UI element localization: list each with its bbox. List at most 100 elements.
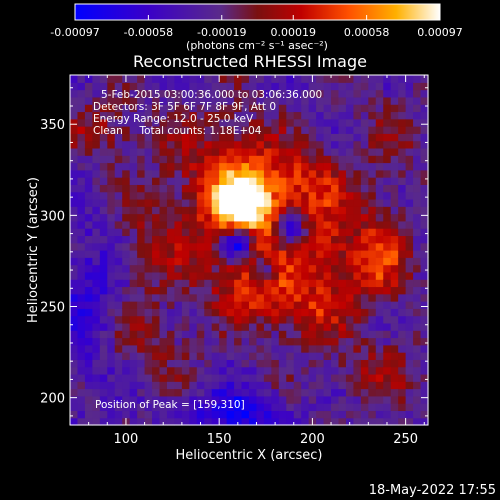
heatmap-cell bbox=[99, 235, 108, 244]
heatmap-cell bbox=[181, 104, 190, 113]
heatmap-cell bbox=[293, 322, 302, 331]
heatmap-cell bbox=[301, 177, 310, 185]
heatmap-cell bbox=[278, 366, 287, 375]
heatmap-cell bbox=[196, 162, 205, 171]
heatmap-cell bbox=[92, 264, 101, 273]
heatmap-cell bbox=[137, 96, 146, 105]
heatmap-cell bbox=[137, 301, 146, 309]
heatmap-cell bbox=[159, 388, 168, 397]
heatmap-cell bbox=[174, 322, 183, 331]
heatmap-cell bbox=[263, 213, 272, 222]
heatmap-cell bbox=[219, 228, 228, 237]
heatmap-cell bbox=[271, 315, 280, 324]
heatmap-cell bbox=[137, 191, 146, 200]
heatmap-cell bbox=[241, 75, 250, 83]
heatmap-cell bbox=[174, 395, 183, 404]
heatmap-cell bbox=[77, 381, 86, 390]
heatmap-cell bbox=[331, 89, 340, 98]
heatmap-cell bbox=[144, 147, 153, 156]
heatmap-cell bbox=[263, 228, 272, 237]
heatmap-cell bbox=[204, 111, 213, 120]
heatmap-cell bbox=[353, 235, 362, 244]
heatmap-cell bbox=[390, 111, 399, 120]
heatmap-cell bbox=[338, 191, 347, 200]
heatmap-cell bbox=[390, 366, 399, 375]
heatmap-cell bbox=[405, 177, 414, 185]
heatmap-cell bbox=[99, 257, 108, 266]
heatmap-cell bbox=[234, 206, 243, 215]
heatmap-cell bbox=[204, 301, 213, 309]
heatmap-cell bbox=[234, 169, 243, 178]
heatmap-cell bbox=[316, 235, 325, 244]
heatmap-cell bbox=[368, 206, 377, 215]
heatmap-cell bbox=[129, 220, 138, 229]
heatmap-cell bbox=[316, 330, 325, 339]
heatmap-cell bbox=[405, 308, 414, 317]
heatmap-cell bbox=[84, 337, 93, 346]
heatmap-cell bbox=[159, 213, 168, 222]
heatmap-cell bbox=[129, 206, 138, 215]
heatmap-cell bbox=[107, 75, 116, 83]
heatmap-cell bbox=[278, 220, 287, 229]
heatmap-cell bbox=[152, 140, 161, 149]
heatmap-cell bbox=[84, 410, 93, 419]
heatmap-cell bbox=[107, 126, 116, 134]
heatmap-cell bbox=[286, 118, 295, 127]
heatmap-cell bbox=[301, 417, 310, 426]
heatmap-cell bbox=[70, 198, 79, 207]
heatmap-cell bbox=[331, 293, 340, 302]
heatmap-cell bbox=[181, 279, 190, 288]
heatmap-cell bbox=[413, 147, 422, 156]
heatmap-image bbox=[70, 75, 429, 426]
colorbar: -0.00097 -0.00058 -0.00019 0.00019 0.00058 0.… bbox=[50, 3, 463, 52]
heatmap-cell bbox=[331, 126, 340, 134]
heatmap-cell bbox=[308, 322, 317, 331]
heatmap-cell bbox=[338, 417, 347, 426]
heatmap-cell bbox=[308, 191, 317, 200]
heatmap-cell bbox=[196, 228, 205, 237]
heatmap-cell bbox=[189, 184, 198, 193]
heatmap-cell bbox=[99, 250, 108, 258]
heatmap-cell bbox=[338, 403, 347, 412]
heatmap-cell bbox=[249, 228, 258, 237]
heatmap-cell bbox=[226, 279, 235, 288]
heatmap-cell bbox=[99, 220, 108, 229]
heatmap-cell bbox=[129, 417, 138, 426]
heatmap-cell bbox=[278, 191, 287, 200]
heatmap-cell bbox=[368, 373, 377, 382]
heatmap-cell bbox=[226, 337, 235, 346]
heatmap-cell bbox=[241, 82, 250, 91]
heatmap-cell bbox=[211, 395, 220, 404]
heatmap-cell bbox=[152, 177, 161, 185]
heatmap-cell bbox=[286, 315, 295, 324]
heatmap-cell bbox=[301, 301, 310, 309]
heatmap-cell bbox=[413, 191, 422, 200]
heatmap-cell bbox=[331, 111, 340, 120]
heatmap-cell bbox=[316, 198, 325, 207]
heatmap-cell bbox=[70, 344, 79, 353]
heatmap-cell bbox=[219, 373, 228, 382]
heatmap-cell bbox=[353, 293, 362, 302]
heatmap-cell bbox=[219, 220, 228, 229]
heatmap-cell bbox=[241, 242, 250, 251]
heatmap-cell bbox=[70, 257, 79, 266]
heatmap-cell bbox=[256, 344, 265, 353]
heatmap-cell bbox=[301, 410, 310, 419]
heatmap-cell bbox=[256, 140, 265, 149]
heatmap-cell bbox=[249, 169, 258, 178]
heatmap-cell bbox=[129, 330, 138, 339]
heatmap-cell bbox=[345, 169, 355, 178]
heatmap-cell bbox=[204, 264, 213, 273]
heatmap-cell bbox=[420, 220, 429, 229]
heatmap-cell bbox=[174, 96, 183, 105]
heatmap-cell bbox=[152, 279, 161, 288]
heatmap-cell bbox=[189, 388, 198, 397]
heatmap-cell bbox=[278, 330, 287, 339]
heatmap-cell bbox=[383, 162, 392, 171]
heatmap-cell bbox=[383, 388, 392, 397]
heatmap-cell bbox=[129, 191, 138, 200]
heatmap-cell bbox=[256, 315, 265, 324]
heatmap-cell bbox=[405, 213, 414, 222]
heatmap-cell bbox=[286, 206, 295, 215]
heatmap-cell bbox=[345, 235, 355, 244]
